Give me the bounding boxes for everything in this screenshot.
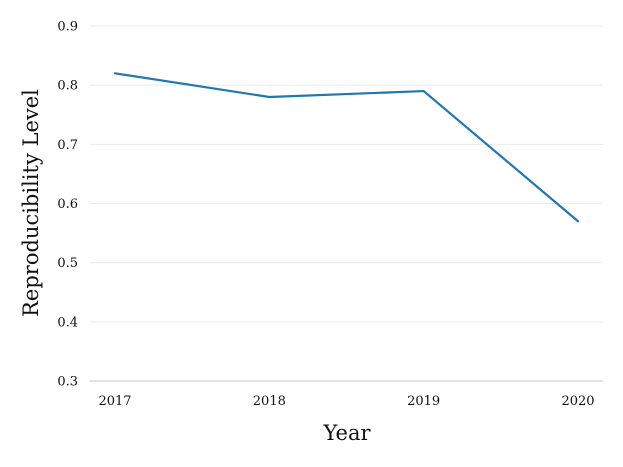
y-tick-label: 0.7 [57, 138, 78, 153]
label-layer: 0.3 0.4 0.5 0.6 0.7 0.8 0.9 2017 2018 2019 2020 [57, 20, 594, 410]
x-tick-label: 2020 [561, 394, 594, 409]
y-tick-label: 0.5 [57, 256, 78, 271]
y-tick-label: 0.6 [57, 197, 78, 212]
y-tick-label: 0.9 [57, 20, 78, 35]
x-tick-label: 2018 [253, 394, 286, 409]
y-axis-title: Reproducibility Level [19, 89, 43, 317]
x-tick-label: 2017 [98, 394, 131, 409]
y-tick-label: 0.3 [57, 375, 78, 390]
x-tick-label: 2019 [407, 394, 440, 409]
y-tick-label: 0.8 [57, 79, 78, 94]
x-axis-title: Year [322, 421, 371, 445]
series-layer [113, 72, 580, 223]
grid-layer [90, 25, 603, 323]
y-tick-label: 0.4 [57, 315, 78, 330]
series-line [113, 72, 580, 223]
